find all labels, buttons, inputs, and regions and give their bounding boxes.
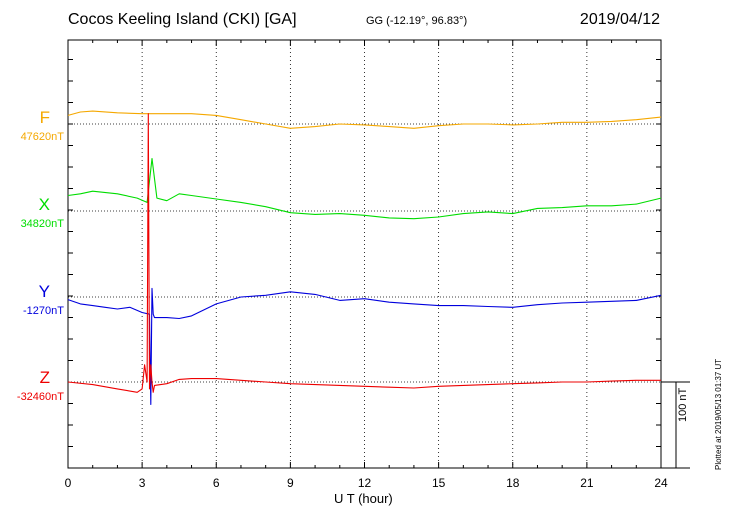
series-label-y: Y (38, 282, 50, 301)
x-axis-label: U T (hour) (334, 491, 393, 506)
baseline-label-f: 47620nT (20, 131, 64, 143)
x-tick-label-3: 3 (139, 476, 146, 490)
x-tick-label-18: 18 (506, 476, 520, 490)
x-tick-label-15: 15 (432, 476, 446, 490)
baseline-label-y: -1270nT (23, 305, 64, 317)
station-title: Cocos Keeling Island (CKI) [GA] (68, 11, 297, 28)
series-line-y (67, 287, 662, 406)
series-line-z (67, 113, 661, 393)
chart-date: 2019/04/12 (579, 11, 660, 28)
series-lines (67, 110, 662, 406)
axis-ticks (67, 40, 662, 468)
series-label-z: Z (39, 368, 50, 387)
plotted-timestamp: Plotted at 2019/05/13 01:37 UT (714, 358, 723, 470)
x-tick-label-9: 9 (287, 476, 294, 490)
x-tick-label-6: 6 (213, 476, 220, 490)
x-tick-labels: 0 3 6 9 12 15 18 21 24 (65, 476, 668, 490)
series-line-x (67, 157, 662, 220)
x-tick-label-21: 21 (580, 476, 594, 490)
scale-bar-label: 100 nT (677, 387, 689, 422)
x-tick-label-24: 24 (654, 476, 668, 490)
vertical-gridlines (141, 40, 588, 468)
series-line-f (67, 110, 662, 129)
station-coordinates: GG (-12.19°, 96.83°) (366, 15, 468, 27)
baseline-label-x: 34820nT (20, 218, 64, 230)
series-label-x: X (38, 195, 50, 214)
scale-bar (661, 381, 690, 469)
x-tick-label-0: 0 (65, 476, 72, 490)
series-label-f: F (39, 108, 50, 127)
x-tick-label-12: 12 (358, 476, 372, 490)
baseline-label-z: -32460nT (16, 391, 64, 403)
baseline-lines (68, 123, 661, 383)
